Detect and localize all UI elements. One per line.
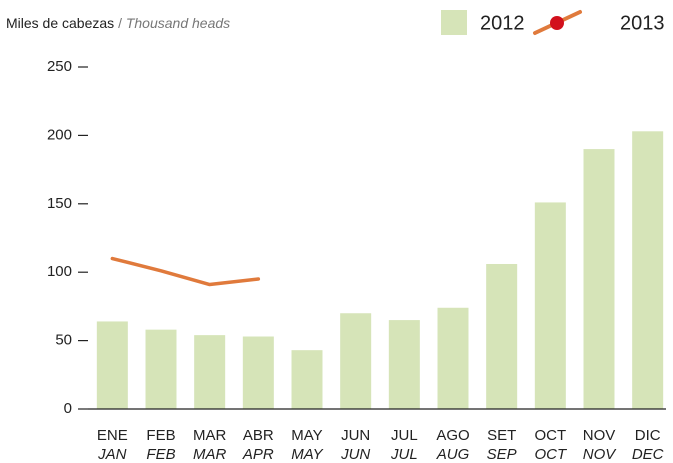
x-tick-label-en: MAY (291, 446, 323, 463)
y-tick-label: 100 (47, 263, 72, 280)
x-tick-label: NOV (583, 427, 616, 444)
legend-marker (550, 16, 564, 30)
bar (583, 149, 615, 409)
bar (340, 313, 372, 409)
x-tick-label: AGO (436, 427, 469, 444)
x-tick-label-en: JUL (390, 446, 418, 463)
x-tick-label: FEB (146, 427, 175, 444)
bar (96, 321, 128, 409)
x-tick-label: DIC (635, 427, 661, 444)
legend-label: 2013 (620, 12, 665, 34)
x-tick-label: OCT (534, 427, 566, 444)
y-tick-label: 150 (47, 195, 72, 212)
x-tick-label-en: JUN (340, 446, 370, 463)
y-label-en: Thousand heads (126, 15, 230, 31)
bar (194, 335, 226, 409)
x-tick-label: SET (487, 427, 516, 444)
line (110, 256, 261, 287)
x-tick-label-en: APR (242, 446, 274, 463)
x-tick-label-en: AUG (436, 446, 470, 463)
bar (632, 131, 664, 409)
bar (291, 350, 323, 409)
x-tick-label-en: DEC (632, 446, 664, 463)
y-tick-label: 250 (47, 58, 72, 75)
bar (145, 329, 177, 409)
x-tick-label-en: SEP (487, 446, 517, 463)
legend-label: 2012 (480, 12, 525, 34)
bar (242, 336, 274, 409)
legend-swatch (441, 10, 467, 35)
x-tick-label: JUL (391, 427, 418, 444)
bar (437, 307, 469, 409)
x-tick-label: MAY (291, 427, 322, 444)
bar (388, 320, 420, 409)
y-tick-label: 200 (47, 126, 72, 143)
y-label-sep: / (118, 15, 122, 31)
y-axis-label: Miles de cabezas / Thousand heads (6, 15, 230, 31)
x-tick-label-en: NOV (583, 446, 618, 463)
x-tick-label-en: OCT (534, 446, 568, 463)
x-tick-label: ABR (243, 427, 274, 444)
y-label-es: Miles de cabezas (6, 15, 114, 31)
x-tick-label: ENE (97, 427, 128, 444)
x-tick-label-en: FEB (146, 446, 175, 463)
y-tick-label: 50 (55, 332, 72, 349)
bar (486, 263, 518, 409)
x-tick-label: JUN (341, 427, 370, 444)
x-tick-label-en: MAR (193, 446, 227, 463)
x-tick-label-en: JAN (97, 446, 127, 463)
x-tick-label: MAR (193, 427, 227, 444)
y-tick-label: 0 (64, 400, 72, 417)
bar (534, 202, 566, 409)
